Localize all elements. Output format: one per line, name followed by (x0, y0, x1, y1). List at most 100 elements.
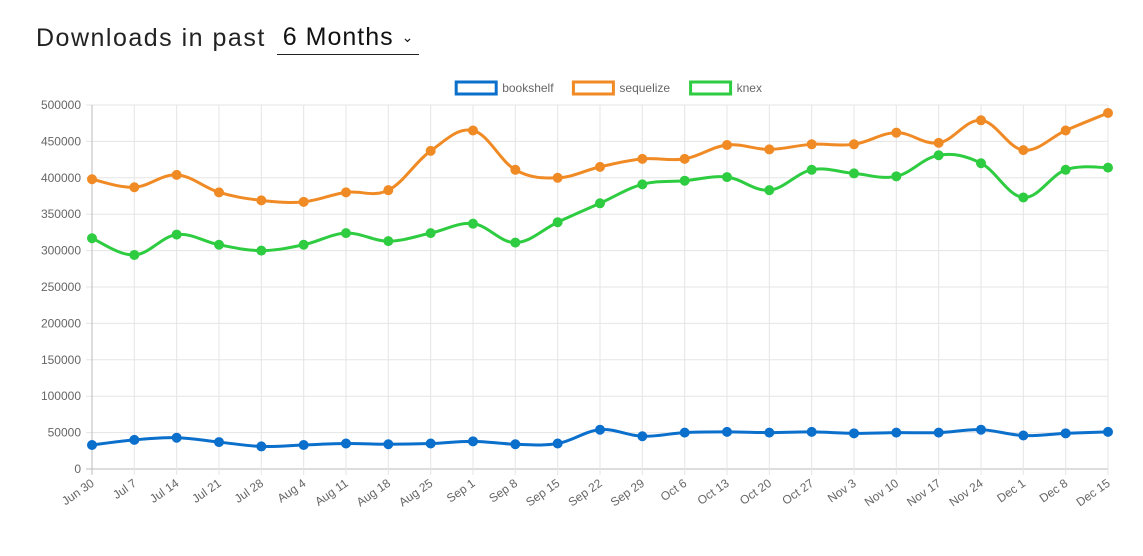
y-tick-label: 0 (74, 462, 81, 476)
x-tick-label: Sep 8 (486, 476, 520, 506)
x-tick-label: Jun 30 (59, 476, 97, 508)
data-point-sequelize[interactable] (891, 127, 902, 138)
data-point-bookshelf[interactable] (425, 438, 436, 449)
data-point-knex[interactable] (976, 158, 986, 169)
x-tick-label: Dec 15 (1074, 476, 1113, 509)
data-point-knex[interactable] (171, 229, 182, 240)
data-point-sequelize[interactable] (722, 140, 732, 151)
data-point-bookshelf[interactable] (214, 437, 224, 448)
x-tick-label: Aug 11 (312, 476, 351, 509)
data-point-bookshelf[interactable] (637, 431, 648, 442)
data-point-knex[interactable] (891, 171, 902, 182)
page-title: Downloads in past (36, 23, 266, 52)
legend-item-bookshelf[interactable]: bookshelf (454, 80, 554, 96)
data-point-sequelize[interactable] (171, 169, 182, 180)
data-point-sequelize[interactable] (214, 187, 224, 198)
data-point-bookshelf[interactable] (976, 424, 986, 435)
data-point-bookshelf[interactable] (341, 438, 351, 449)
data-point-bookshelf[interactable] (468, 436, 478, 447)
data-point-knex[interactable] (849, 168, 859, 179)
data-point-sequelize[interactable] (849, 139, 859, 150)
data-point-bookshelf[interactable] (933, 427, 944, 438)
data-point-knex[interactable] (256, 245, 267, 256)
data-point-knex[interactable] (764, 185, 775, 196)
data-point-bookshelf[interactable] (552, 438, 563, 449)
data-point-knex[interactable] (1060, 164, 1071, 175)
data-point-sequelize[interactable] (87, 174, 97, 185)
data-point-bookshelf[interactable] (764, 427, 775, 438)
data-point-sequelize[interactable] (468, 125, 478, 136)
data-point-knex[interactable] (468, 218, 478, 229)
y-tick-label: 100000 (41, 389, 81, 403)
y-tick-label: 350000 (41, 207, 81, 221)
data-point-bookshelf[interactable] (1018, 430, 1029, 441)
x-tick-label: Nov 10 (862, 476, 901, 509)
y-tick-label: 400000 (41, 171, 81, 185)
data-point-knex[interactable] (214, 239, 224, 250)
data-point-sequelize[interactable] (1060, 125, 1071, 136)
period-select[interactable]: 6 Months ⌄ (276, 21, 420, 55)
data-point-sequelize[interactable] (595, 161, 605, 172)
data-point-sequelize[interactable] (383, 185, 394, 196)
data-point-sequelize[interactable] (806, 139, 817, 150)
data-point-knex[interactable] (129, 249, 140, 260)
data-point-knex[interactable] (933, 150, 944, 161)
data-point-sequelize[interactable] (1103, 108, 1113, 119)
y-tick-label: 250000 (41, 280, 81, 294)
period-select-value: 6 Months (282, 23, 394, 51)
data-point-sequelize[interactable] (1018, 145, 1029, 156)
series-sequelize (87, 108, 1113, 207)
data-point-sequelize[interactable] (425, 145, 436, 156)
data-point-knex[interactable] (595, 198, 605, 209)
data-point-knex[interactable] (510, 237, 521, 248)
data-point-sequelize[interactable] (933, 137, 944, 148)
legend-label-bookshelf: bookshelf (502, 81, 554, 95)
data-point-knex[interactable] (87, 233, 97, 244)
legend-label-sequelize: sequelize (619, 81, 670, 95)
data-point-bookshelf[interactable] (383, 439, 394, 450)
data-point-bookshelf[interactable] (806, 426, 817, 437)
data-point-sequelize[interactable] (976, 115, 986, 126)
legend-item-knex[interactable]: knex (689, 80, 762, 96)
data-point-bookshelf[interactable] (256, 441, 267, 452)
y-tick-label: 500000 (41, 98, 81, 112)
data-point-sequelize[interactable] (256, 195, 267, 206)
data-point-sequelize[interactable] (341, 187, 351, 198)
x-tick-label: Nov 24 (947, 476, 986, 509)
data-point-sequelize[interactable] (764, 144, 775, 155)
legend-item-sequelize[interactable]: sequelize (571, 80, 670, 96)
data-point-knex[interactable] (1103, 162, 1113, 173)
data-point-knex[interactable] (637, 179, 648, 190)
data-point-knex[interactable] (383, 236, 394, 247)
data-point-knex[interactable] (552, 217, 563, 228)
data-point-sequelize[interactable] (129, 182, 140, 193)
data-point-bookshelf[interactable] (891, 427, 902, 438)
data-point-sequelize[interactable] (510, 164, 521, 175)
data-point-knex[interactable] (341, 228, 351, 239)
data-point-knex[interactable] (425, 228, 436, 239)
data-point-bookshelf[interactable] (722, 426, 732, 437)
data-point-sequelize[interactable] (637, 153, 648, 164)
data-point-sequelize[interactable] (679, 153, 690, 164)
data-point-bookshelf[interactable] (595, 424, 605, 435)
chevron-down-icon: ⌄ (401, 29, 414, 45)
data-point-knex[interactable] (806, 164, 817, 175)
x-tick-label: Jul 21 (189, 476, 224, 506)
data-point-knex[interactable] (298, 239, 309, 250)
data-point-sequelize[interactable] (298, 196, 309, 207)
data-point-knex[interactable] (679, 175, 690, 186)
data-point-bookshelf[interactable] (298, 439, 309, 450)
data-point-bookshelf[interactable] (171, 432, 182, 443)
data-point-bookshelf[interactable] (679, 427, 690, 438)
data-point-knex[interactable] (722, 172, 732, 183)
data-point-bookshelf[interactable] (129, 434, 140, 445)
data-point-knex[interactable] (1018, 192, 1029, 203)
data-point-bookshelf[interactable] (849, 428, 859, 439)
data-point-bookshelf[interactable] (1060, 428, 1071, 439)
chart-grid (86, 104, 1109, 475)
data-point-bookshelf[interactable] (510, 439, 521, 450)
data-point-bookshelf[interactable] (1103, 426, 1113, 437)
x-tick-label: Oct 20 (737, 476, 774, 508)
data-point-bookshelf[interactable] (87, 439, 97, 450)
data-point-sequelize[interactable] (552, 172, 563, 183)
